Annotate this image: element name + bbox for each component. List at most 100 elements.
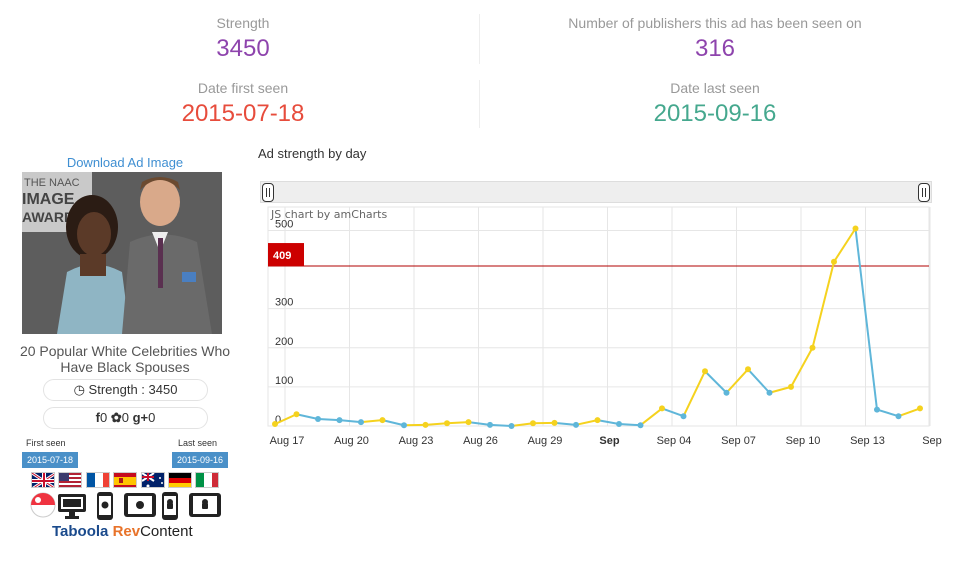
first-seen-value: 2015-07-18: [181, 100, 305, 127]
guide-label-bg: [268, 243, 304, 267]
data-point: [616, 421, 622, 428]
fr-flag-icon: [86, 472, 110, 488]
x-tick-label: Sep 07: [721, 435, 756, 447]
scrollbar-right-grip[interactable]: [918, 183, 930, 202]
first-seen-label: Date first seen: [197, 80, 289, 96]
last-seen-label: Date last seen: [670, 80, 760, 96]
last-seen-caption: Last seen: [178, 438, 218, 448]
series-segment: [682, 370, 706, 417]
strength-stat: Strength 3450: [8, 15, 478, 63]
series-segment: [811, 261, 835, 349]
series-segment: [747, 368, 771, 394]
series-segment: [639, 407, 663, 427]
data-point: [874, 406, 880, 413]
data-point: [508, 423, 515, 429]
series-segment: [661, 407, 684, 418]
series-segment: [898, 407, 921, 418]
data-point: [680, 413, 687, 420]
guide-label: 409: [273, 250, 291, 262]
chart-scrollbar[interactable]: [260, 181, 932, 203]
us-flag-icon: [58, 472, 82, 488]
data-point: [530, 420, 536, 427]
data-point: [766, 389, 773, 396]
data-point: [315, 415, 321, 422]
download-ad-image-link[interactable]: Download Ad Image: [66, 155, 184, 170]
stat-divider: [479, 14, 480, 64]
data-point: [551, 419, 558, 426]
publishers-stat: Number of publishers this ad has been se…: [480, 15, 950, 63]
strength-value: 3450: [216, 35, 270, 62]
first-seen-caption: First seen: [26, 438, 66, 448]
series-segment: [296, 413, 319, 420]
phone-android-icon: [160, 492, 188, 520]
ad-title: 20 Popular White Celebrities Who Have Bl…: [19, 343, 231, 375]
data-point: [487, 421, 493, 428]
scrollbar-left-grip[interactable]: [262, 183, 274, 202]
data-point: [852, 225, 859, 232]
series-segment: [554, 421, 577, 426]
y-tick-label: 200: [275, 336, 293, 348]
twitter-icon: ✿: [110, 410, 122, 425]
data-point: [272, 421, 278, 428]
revcontent-logo: RevContent: [112, 523, 193, 540]
x-tick-label: Aug 26: [463, 435, 498, 447]
series-segment: [317, 417, 340, 422]
data-point: [336, 417, 343, 424]
social-pill: f0 ✿0 g+0: [43, 407, 208, 429]
svg-text:IMAGE: IMAGE: [22, 191, 75, 208]
series-segment: [489, 423, 512, 427]
series-segment: [468, 421, 491, 426]
phone-apple-icon: [95, 492, 123, 520]
google-plus-count: 0: [148, 410, 156, 425]
series-segment: [446, 421, 469, 425]
first-seen-badge: 2015-07-18: [22, 452, 79, 468]
data-point: [702, 368, 708, 375]
strength-pill: ◷ Strength : 3450: [43, 379, 208, 401]
x-tick-label: Aug 17: [270, 435, 305, 447]
ad-image: THE NAAC IMAGE AWARD: [22, 172, 222, 334]
amcharts-credit[interactable]: JS chart by amCharts: [271, 208, 388, 221]
series-segment: [833, 227, 857, 263]
last-seen-badge: 2015-09-16: [172, 452, 229, 468]
twitter-count: 0: [121, 410, 129, 425]
series-segment: [618, 423, 641, 427]
line-chart: 0 100 200 300 500 409 Aug 17 Aug 20 Aug 23 Aug 26…: [267, 206, 942, 447]
facebook-icon: f: [95, 410, 100, 425]
data-point: [659, 405, 665, 412]
series-segment: [597, 419, 620, 426]
plot-area: [267, 206, 930, 427]
data-point: [895, 413, 902, 420]
data-point: [917, 405, 923, 412]
tablet-android-icon: [189, 492, 221, 520]
series-segment: [790, 347, 814, 388]
series-segment: [854, 228, 878, 410]
data-point: [594, 417, 601, 424]
data-point: [401, 422, 407, 429]
series-segment: [575, 419, 598, 426]
last-seen-value: 2015-09-16: [653, 100, 777, 127]
strength-pill-text: Strength : 3450: [88, 382, 178, 397]
series-segment: [511, 422, 534, 427]
data-point: [444, 420, 450, 427]
taboola-logo: Taboola: [52, 523, 109, 540]
series-segment: [876, 408, 899, 418]
uk-flag-icon: [31, 472, 55, 488]
x-tick-label: Sep 13: [850, 435, 885, 447]
strength-label: Strength: [216, 15, 270, 31]
series-segment: [339, 419, 362, 424]
x-tick-label: Aug 23: [399, 435, 434, 447]
clock-icon: ◷: [73, 382, 85, 397]
stat-divider: [479, 80, 480, 128]
chart-title: Ad strength by day: [258, 146, 367, 161]
series-segment: [425, 422, 448, 426]
x-tick-label: Sep 10: [786, 435, 821, 447]
svg-text:THE NAAC: THE NAAC: [24, 177, 80, 189]
series-segment: [274, 413, 297, 425]
it-flag-icon: [195, 472, 219, 488]
data-point: [788, 383, 794, 390]
de-flag-icon: [168, 472, 192, 488]
x-tick-label: Aug 20: [334, 435, 369, 447]
data-point: [637, 422, 644, 429]
strength-chart-panel: Ad strength by day 0 100 200 300 500 409 Aug 1…: [258, 140, 957, 460]
x-tick-label: Aug 29: [528, 435, 563, 447]
